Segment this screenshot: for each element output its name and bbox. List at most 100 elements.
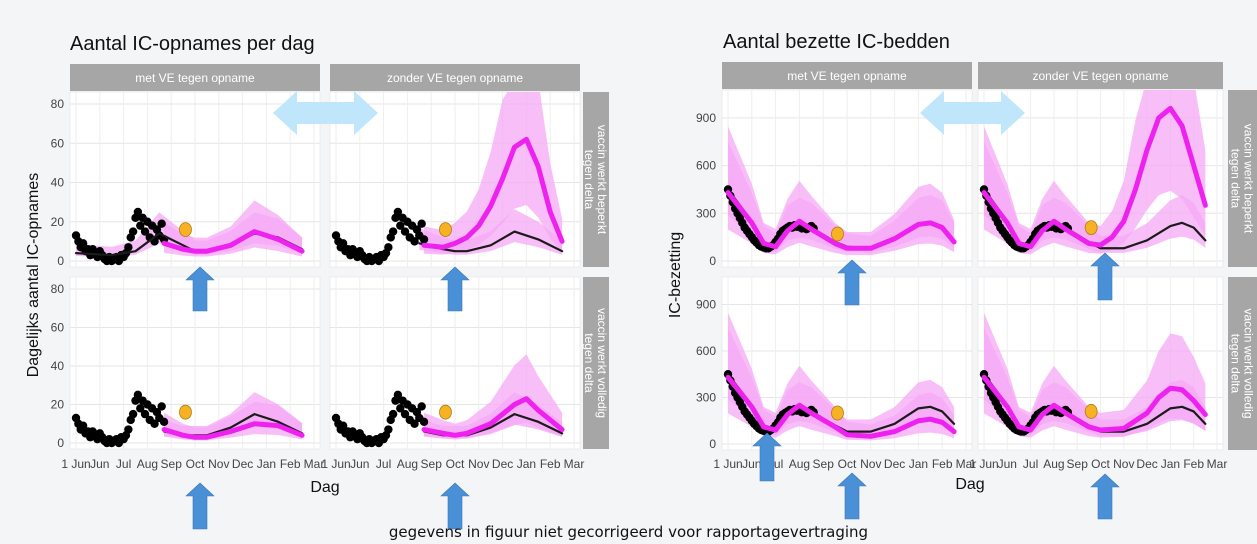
- observed-point: [128, 227, 138, 236]
- observed-point: [338, 239, 348, 248]
- observed-point: [338, 421, 348, 430]
- x-tick-label: Oct: [838, 457, 857, 471]
- row-strip: [1228, 277, 1257, 450]
- observed-point: [384, 243, 393, 252]
- observed-point: [400, 409, 410, 419]
- model-line-magenta: [725, 190, 957, 251]
- panel-plot: [723, 312, 957, 441]
- y-tick-label: 600: [696, 159, 716, 173]
- observed-point: [133, 390, 143, 400]
- column-strip: [722, 62, 972, 89]
- x-tick-label: Oct: [186, 457, 205, 471]
- x-tick-label: Aug: [397, 457, 418, 471]
- x-tick-label: Dec: [884, 457, 905, 471]
- x-tick-label: Jan: [257, 457, 276, 471]
- panel-plot: [979, 312, 1208, 438]
- y-tick-label: 20: [51, 215, 65, 229]
- highlight-marker: [1084, 220, 1098, 236]
- y-axis-label: Dagelijks aantal IC-opnames: [25, 173, 42, 378]
- y-tick-label: 80: [51, 97, 65, 111]
- panel-plot: [71, 200, 305, 266]
- observed-point: [150, 419, 159, 428]
- x-tick-label: Jul: [1023, 457, 1038, 471]
- observed-point: [157, 219, 166, 228]
- up-arrow: [440, 266, 470, 312]
- observed-point: [400, 227, 410, 236]
- x-tick-label: Jan: [517, 457, 536, 471]
- up-arrow: [1090, 252, 1120, 301]
- uncertainty-band: [164, 200, 303, 257]
- x-tick-label: Feb: [932, 457, 953, 471]
- x-tick-label: Sep: [421, 457, 443, 471]
- x-axis-label: Dag: [955, 476, 984, 493]
- uncertainty-band: [424, 92, 563, 255]
- row-strip-label: vaccin werkt beperkttegen delta: [582, 125, 609, 235]
- highlight-marker: [439, 222, 452, 238]
- observed-point: [140, 409, 150, 419]
- x-tick-label: Jan: [1161, 457, 1180, 471]
- column-strip: [330, 64, 580, 91]
- observed-point: [393, 390, 403, 400]
- chart-title: Aantal bezette IC-bedden: [723, 31, 950, 53]
- observed-point: [419, 417, 429, 427]
- x-tick-label: Sep: [161, 457, 183, 471]
- up-arrow: [185, 266, 215, 312]
- highlight-marker: [831, 405, 844, 421]
- x-tick-label: Aug: [789, 457, 810, 471]
- x-tick-label: Nov: [208, 457, 229, 471]
- y-tick-label: 0: [709, 254, 716, 268]
- x-tick-label: 1 Jun: [969, 457, 998, 471]
- observed-point: [410, 419, 419, 428]
- x-tick-label: Mar: [956, 457, 977, 471]
- model-line-magenta: [421, 396, 565, 438]
- x-tick-label: Nov: [468, 457, 489, 471]
- column-strip: [70, 64, 320, 91]
- observed-point: [393, 207, 403, 217]
- column-strip-label: met VE tegen opname: [787, 69, 907, 83]
- up-arrow: [440, 482, 470, 530]
- observed-point: [388, 409, 398, 419]
- x-tick-label: Dec: [1136, 457, 1157, 471]
- y-tick-label: 600: [696, 344, 716, 358]
- x-tick-label: Sep: [813, 457, 835, 471]
- observed-point: [133, 207, 143, 217]
- column-strip-label: met VE tegen opname: [135, 71, 255, 85]
- x-tick-label: Jul: [376, 457, 391, 471]
- up-arrow: [1090, 473, 1120, 520]
- x-tick-label: Dec: [492, 457, 513, 471]
- model-line-magenta: [725, 374, 957, 439]
- observed-point: [419, 235, 429, 244]
- observed-point: [384, 425, 393, 434]
- observed-point: [388, 227, 398, 236]
- row-strip: [1228, 90, 1257, 267]
- x-tick-label: Jun: [998, 457, 1017, 471]
- row-strip-label: vaccin werkt volledigtegen delta: [1229, 308, 1256, 418]
- row-strip: [583, 92, 609, 267]
- uncertainty-band: [164, 401, 303, 441]
- observed-point: [396, 404, 405, 413]
- x-tick-label: Sep: [1067, 457, 1089, 471]
- y-tick-label: 900: [696, 298, 716, 312]
- model-line-magenta: [161, 229, 305, 254]
- up-arrow: [837, 472, 867, 520]
- observed-point: [78, 239, 88, 248]
- model-line-magenta: [421, 136, 565, 250]
- y-tick-label: 80: [51, 282, 65, 296]
- highlight-marker: [1084, 404, 1098, 419]
- panel-plot: [331, 92, 565, 266]
- observed-point: [417, 402, 426, 411]
- highlight-marker: [179, 222, 192, 238]
- panel-plot: [71, 390, 305, 448]
- x-tick-label: Jun: [350, 457, 369, 471]
- observed-point: [410, 237, 419, 246]
- y-tick-label: 0: [57, 254, 64, 268]
- x-tick-label: Aug: [137, 457, 158, 471]
- observed-point: [140, 227, 150, 236]
- observed-point: [136, 404, 145, 413]
- x-tick-label: Nov: [860, 457, 881, 471]
- x-tick-label: Mar: [564, 457, 585, 471]
- y-axis-label: IC-bezetting: [667, 232, 684, 318]
- x-tick-label: Feb: [540, 457, 561, 471]
- x-tick-label: Jun: [742, 457, 761, 471]
